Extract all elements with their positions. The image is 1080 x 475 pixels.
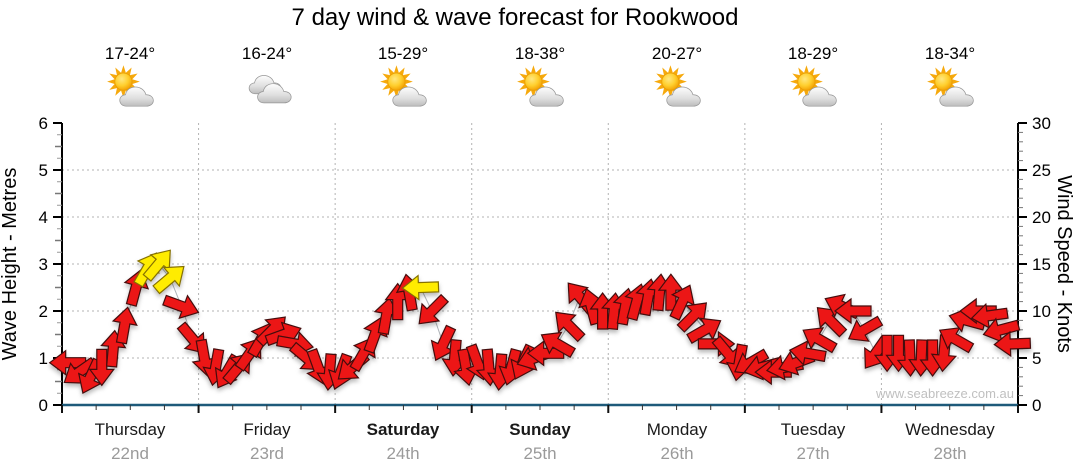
weather-icon-sun-cloud — [923, 63, 977, 115]
wind-arrow — [430, 324, 457, 362]
day-date: 25th — [523, 444, 557, 463]
wind-arrow — [142, 249, 171, 282]
wind-arrow-glyph — [540, 331, 577, 359]
weather-icon-clouds — [240, 63, 294, 115]
wind-arrow — [48, 349, 87, 376]
wind-arrow-glyph — [816, 306, 848, 338]
wind-arrow — [788, 340, 827, 367]
wind-arrows-layer — [48, 249, 1032, 395]
wind-arrow — [686, 317, 722, 344]
wind-arrow-glyph — [162, 294, 200, 320]
watermark: www.seabreeze.com.au — [875, 386, 1014, 401]
day-date: 23rd — [249, 444, 285, 463]
day-temp: 18-38° — [514, 44, 566, 63]
wind-tick-label: 15 — [1032, 255, 1051, 274]
weather-icon-sun-cloud — [513, 63, 567, 115]
page-title: 7 day wind & wave forecast for Rookwood — [291, 4, 739, 31]
day-label: Monday — [646, 420, 708, 439]
day-temp: 20-27° — [651, 44, 703, 63]
wind-arrow — [847, 315, 884, 342]
strong-wind-arrow-glyph — [401, 274, 440, 301]
wind-arrow — [111, 306, 138, 345]
wind-arrow — [938, 327, 975, 354]
wind-arrow — [970, 302, 1009, 329]
day-label: Saturday — [366, 420, 440, 439]
wind-arrow — [555, 311, 586, 343]
wind-tick-label: 0 — [1032, 396, 1041, 415]
weather-icon-sun-cloud — [376, 63, 430, 115]
wind-arrow — [88, 348, 116, 387]
wind-arrow-glyph — [938, 327, 975, 354]
day-temp: 17-24° — [104, 44, 156, 63]
wind-arrow-glyph — [669, 284, 695, 321]
wave-axis-title: Wave Height - Metres — [0, 168, 21, 361]
day-label: Friday — [243, 420, 291, 439]
wind-arrow — [982, 317, 1021, 343]
wind-arrow-glyph — [970, 302, 1009, 329]
day-temp: 15-29° — [377, 44, 429, 63]
wind-arrow — [162, 294, 200, 320]
day-date: 24th — [386, 444, 420, 463]
wave-tick-label: 1 — [39, 349, 48, 368]
day-temp: 18-29° — [787, 44, 839, 63]
wind-tick-label: 25 — [1032, 161, 1051, 180]
wind-arrow-glyph — [686, 317, 722, 344]
wind-arrow-glyph — [555, 311, 586, 343]
wind-tick-label: 10 — [1032, 302, 1051, 321]
wind-arrow — [152, 265, 185, 295]
wind-axis-title: Wind Speed - Knots — [1053, 175, 1075, 353]
day-label: Tuesday — [780, 420, 846, 439]
wind-tick-label: 20 — [1032, 208, 1051, 227]
wave-tick-label: 5 — [39, 161, 48, 180]
day-date: 28th — [933, 444, 967, 463]
wind-arrow — [669, 284, 695, 321]
wind-arrow-glyph — [430, 324, 457, 362]
wave-tick-label: 2 — [39, 302, 48, 321]
wind-tick-label: 5 — [1032, 349, 1041, 368]
day-date: 22nd — [111, 444, 149, 463]
wind-arrow-glyph — [111, 306, 138, 345]
wind-arrow — [540, 331, 577, 359]
wind-arrow-glyph — [982, 317, 1021, 343]
wind-arrow-glyph — [788, 340, 827, 367]
weather-icon-sun-cloud — [786, 63, 840, 115]
day-date: 27th — [796, 444, 830, 463]
wind-arrow-glyph — [847, 315, 884, 342]
wind-arrow-glyph — [993, 330, 1032, 358]
axis-layer: 0 1 2 3 4 5 6 0 5 10 15 20 25 30 Wave Height - Metres W… — [0, 114, 1075, 415]
wind-arrow — [993, 330, 1032, 358]
wind-arrow-glyph — [834, 297, 872, 325]
day-label: Sunday — [509, 420, 571, 439]
wind-arrow-glyph — [802, 327, 838, 354]
wind-arrow-glyph — [88, 348, 116, 387]
wind-arrow-glyph — [48, 349, 87, 376]
weather-icon-sun-cloud — [103, 63, 157, 115]
wave-tick-label: 3 — [39, 255, 48, 274]
strong-wind-arrow-glyph — [152, 265, 185, 295]
wind-arrow — [802, 327, 838, 354]
wave-tick-label: 6 — [39, 114, 48, 133]
wind-arrow — [834, 297, 872, 325]
wind-arrow — [676, 302, 708, 333]
day-temp: 18-34° — [924, 44, 976, 63]
wind-arrow — [401, 274, 440, 301]
wave-tick-label: 4 — [39, 208, 48, 227]
wind-tick-label: 30 — [1032, 114, 1051, 133]
day-date: 26th — [660, 444, 694, 463]
wave-tick-label: 0 — [39, 396, 48, 415]
wind-arrow — [418, 293, 450, 325]
wind-arrow-glyph — [676, 302, 708, 333]
day-label: Thursday — [94, 420, 166, 439]
weather-icon-sun-cloud — [650, 63, 704, 115]
strong-wind-arrow-glyph — [142, 249, 171, 282]
wind-arrow-glyph — [418, 293, 450, 325]
day-temp: 16-24° — [241, 44, 293, 63]
wind-arrow — [816, 306, 848, 338]
day-label: Wednesday — [905, 420, 995, 439]
